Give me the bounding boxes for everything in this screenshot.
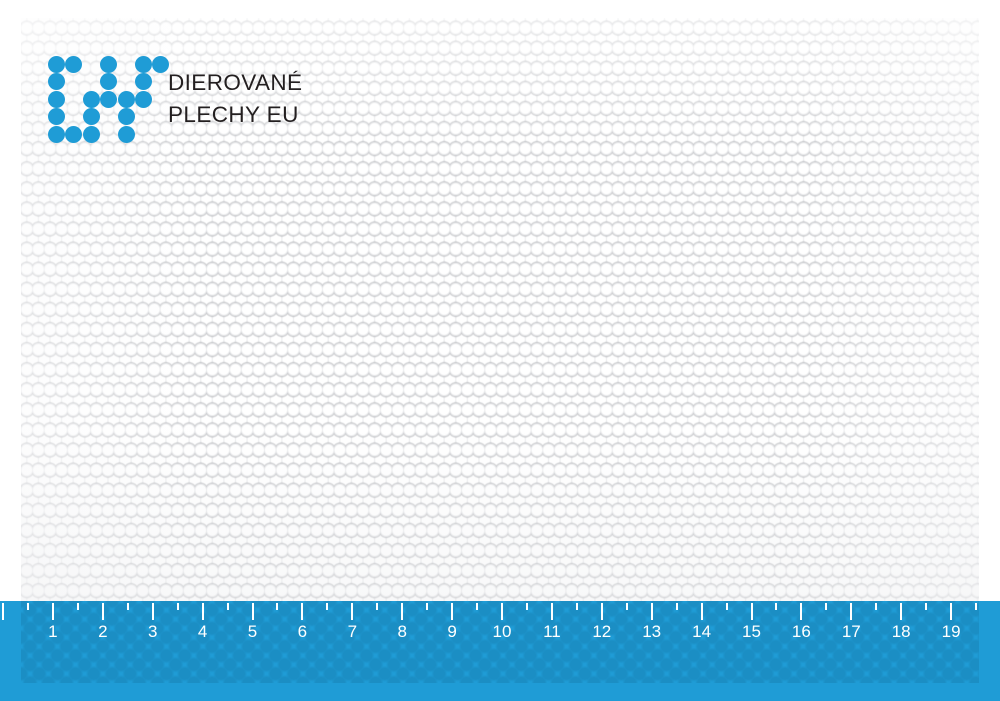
ruler-tick-major (550, 603, 553, 620)
ruler-tick-major (950, 603, 953, 620)
logo-dot (48, 90, 65, 108)
brand-logo: DIEROVANÉ PLECHY EU (48, 56, 302, 143)
brand-line-2: PLECHY EU (168, 102, 299, 127)
ruler-tick-major (600, 603, 603, 620)
ruler-tick-label: 5 (247, 622, 258, 641)
ruler-tick-minor (775, 603, 778, 610)
logo-dot (48, 108, 65, 126)
ruler-tick-minor (376, 603, 379, 610)
ruler-tick-label: 17 (841, 622, 861, 641)
ruler-tick-label: 13 (642, 622, 662, 641)
logo-dot (48, 73, 65, 91)
ruler-tick-label: 1 (48, 622, 58, 641)
ruler-tick-minor (76, 603, 79, 610)
ruler-tick-major (750, 603, 753, 620)
ruler-tick-minor (625, 603, 628, 610)
ruler-tick-label: 7 (347, 622, 358, 641)
ruler-tick-major (451, 603, 454, 620)
ruler-tick-minor (126, 603, 129, 610)
ruler-tick-minor (725, 603, 728, 610)
ruler-tick-major (900, 603, 903, 620)
ruler-tick-major (800, 603, 803, 620)
ruler-tick-minor (326, 603, 329, 610)
ruler-tick-label: 15 (742, 622, 761, 641)
logo-dot (100, 90, 118, 108)
logo-dot (100, 56, 118, 73)
ruler-tick-minor (226, 603, 229, 610)
ruler-tick-minor (426, 603, 429, 610)
ruler-tick-major (251, 603, 254, 620)
ruler-tick-major (51, 603, 54, 620)
ruler-tick-major (700, 603, 703, 620)
dp-dot-monogram-icon (48, 56, 170, 143)
logo-dot (135, 56, 152, 73)
ruler-tick-major (501, 603, 503, 620)
ruler-tick-label: 11 (543, 622, 561, 641)
logo-dot (117, 125, 135, 143)
ruler-tick-minor (925, 603, 928, 610)
logo-dot (48, 125, 65, 143)
ruler-tick-label: 16 (791, 622, 811, 641)
ruler-tick-label: 6 (297, 622, 308, 641)
ruler-tick-minor (975, 603, 978, 610)
ruler-tick-label: 2 (98, 622, 108, 641)
logo-dot (82, 90, 100, 108)
brand-line-1: DIEROVANÉ (168, 70, 303, 96)
ruler-tick-major (201, 603, 204, 620)
ruler-tick-minor (525, 603, 528, 610)
ruler-tick-minor (276, 603, 279, 610)
ruler-tick-label: 19 (941, 622, 961, 641)
ruler-tick-major (2, 603, 4, 620)
ruler-tick-major (351, 603, 354, 620)
ruler-tick-major (850, 603, 853, 620)
ruler-tick-label: 3 (147, 622, 158, 641)
logo-dot (65, 56, 83, 73)
brand-name: DIEROVANÉ PLECHY EU (168, 67, 302, 131)
ruler-tick-minor (575, 603, 578, 610)
logo-dot (48, 56, 65, 73)
ruler-tick-minor (675, 603, 678, 610)
ruler-tick-major (301, 603, 304, 620)
logo-dot (135, 73, 152, 91)
logo-dot (135, 90, 152, 108)
ruler-tick-minor (176, 603, 179, 610)
ruler-tick-minor (875, 603, 878, 610)
ruler-tick-label: 9 (447, 622, 457, 641)
ruler-tick-major (401, 603, 404, 620)
ruler-tick-major (650, 603, 653, 620)
ruler-tick-label: 14 (692, 622, 712, 641)
ruler-tick-major (151, 603, 154, 620)
logo-dot (152, 56, 170, 73)
ruler-tick-minor (26, 603, 29, 610)
logo-dot (117, 90, 135, 108)
ruler-tick-label: 12 (592, 622, 612, 641)
ruler-tick-label: 18 (891, 622, 911, 641)
ruler-perforation-texture (21, 601, 979, 683)
logo-dot (117, 108, 135, 126)
ruler-tick-minor (476, 603, 479, 610)
ruler-tick-label: 4 (197, 622, 208, 641)
ruler-tick-minor (825, 603, 828, 610)
logo-dot (82, 125, 100, 143)
logo-dot (65, 125, 83, 143)
ruler-tick-label: 8 (397, 622, 407, 641)
logo-dot (100, 73, 118, 91)
logo-dot (82, 108, 100, 126)
ruler-tick-label: 10 (492, 622, 512, 641)
ruler-tick-major (101, 603, 104, 620)
